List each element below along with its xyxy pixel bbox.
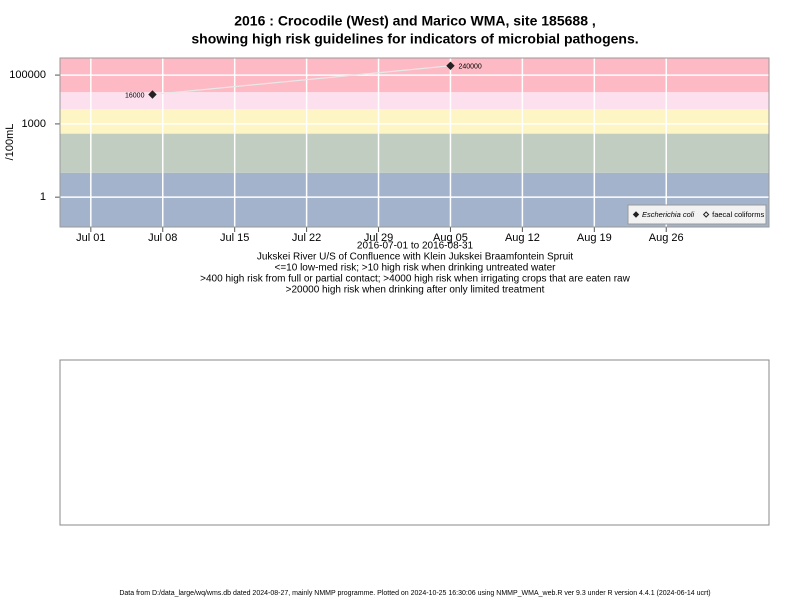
x-tick-label: Jul 08 — [148, 232, 177, 244]
x-axis-label: >20000 high risk when drinking after onl… — [286, 285, 545, 296]
x-tick-label: Jul 29 — [364, 232, 393, 244]
legend-marker — [702, 211, 710, 218]
data-label: 16000 — [125, 92, 145, 99]
y-tick-label: 1 — [40, 191, 46, 203]
x-axis-label: 2016-07-01 to 2016-08-31 — [357, 241, 474, 252]
y-tick-label: 100000 — [9, 69, 46, 81]
legend-label: faecal coliforms — [712, 210, 764, 219]
x-axis-label: >400 high risk from full or partial cont… — [200, 274, 630, 285]
x-tick-label: Jul 15 — [220, 232, 249, 244]
connect-line — [152, 65, 451, 96]
x-tick-label: Aug 26 — [649, 232, 684, 244]
risk-band — [60, 133, 769, 173]
x-axis-label: Jukskei River U/S of Confluence with Kle… — [257, 252, 573, 263]
y-tick-label: 1000 — [22, 118, 46, 130]
legend-box — [627, 204, 767, 225]
data-label: 240000 — [458, 64, 481, 71]
risk-band — [60, 92, 769, 110]
x-tick-label: Aug 05 — [433, 232, 468, 244]
plot-frame — [59, 57, 770, 228]
data-point — [148, 90, 157, 99]
x-tick-label: Aug 12 — [505, 232, 540, 244]
legend-marker — [632, 211, 640, 218]
y-axis-label: /100mL — [4, 124, 16, 161]
chart-title: 2016 : Crocodile (West) and Marico WMA, … — [234, 13, 596, 29]
x-tick-label: Jul 01 — [76, 232, 105, 244]
empty-panel — [59, 359, 770, 526]
x-tick-label: Aug 19 — [577, 232, 612, 244]
x-axis-label: <=10 low-med risk; >10 high risk when dr… — [275, 263, 557, 274]
footer: Data from D:/data_large/wq/wms.db dated … — [119, 590, 710, 597]
legend-label: Escherichia coli — [642, 210, 694, 219]
data-point — [446, 61, 455, 70]
risk-band — [60, 109, 769, 134]
chart-subtitle: showing high risk guidelines for indicat… — [191, 31, 638, 47]
x-tick-label: Jul 22 — [292, 232, 321, 244]
